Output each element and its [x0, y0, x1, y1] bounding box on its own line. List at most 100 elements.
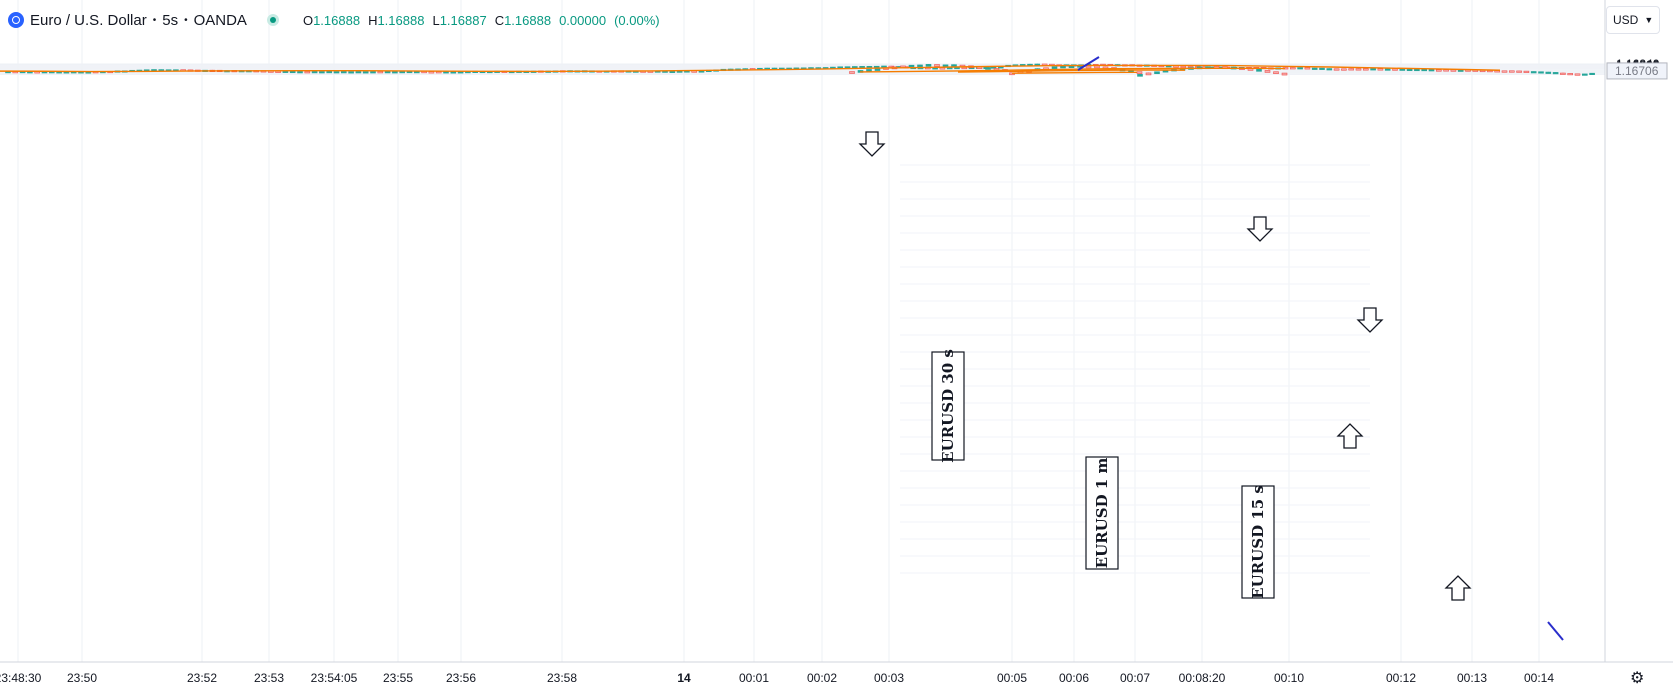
time-tick-label: 00:10 [1274, 671, 1304, 685]
time-tick-label: 23:56 [446, 671, 476, 685]
candle-body [1414, 68, 1420, 72]
candle-body [1264, 70, 1271, 73]
change-percent: (0.00%) [614, 12, 660, 28]
candle-body [1348, 68, 1354, 71]
candle-body [333, 71, 340, 74]
candle-body [1392, 68, 1398, 71]
candle-body [1589, 72, 1595, 75]
open-label: O [302, 12, 314, 28]
candle-body [1421, 69, 1427, 72]
candle-body [1297, 67, 1303, 70]
time-tick-label: 00:08:20 [1179, 671, 1226, 685]
candle-body [392, 71, 398, 74]
time-tick-label: 00:05 [997, 671, 1027, 685]
candle-body [1051, 66, 1058, 69]
moving-average-line-4 [1011, 71, 1138, 74]
time-tick-label: 00:03 [874, 671, 904, 685]
candle-body [1428, 69, 1435, 72]
candle-body [1085, 65, 1092, 69]
change-value: 0.00000 [559, 12, 607, 28]
candle-body [874, 68, 881, 71]
arrow-up-icon [1444, 575, 1472, 601]
exchange-label[interactable]: OANDA [193, 11, 247, 29]
candle-body [917, 64, 923, 68]
open-value: 1.16888 [313, 12, 361, 28]
candle-body [1377, 68, 1384, 71]
current-price-tag [1606, 62, 1668, 80]
high-label: H [368, 12, 378, 28]
candle-body [326, 71, 333, 74]
candle-body [1355, 68, 1362, 71]
time-tick-label: 00:13 [1457, 671, 1487, 685]
arrow-down-icon [1246, 216, 1274, 242]
low-value: 1.16887 [439, 12, 487, 28]
arrow-down-icon [1356, 307, 1384, 333]
chart-header: Euro / U.S. Dollar • 5s • OANDA O1.16888… [8, 9, 660, 31]
candle-body [297, 71, 303, 74]
candle-body [1060, 65, 1066, 69]
candle-body [1523, 70, 1530, 73]
time-tick-label: 00:01 [739, 671, 769, 685]
candle-body [311, 71, 318, 74]
moving-average-line-1 [0, 64, 1501, 73]
candle-body [1582, 73, 1588, 76]
candle-body [849, 71, 855, 74]
candle-body [1370, 68, 1376, 71]
candle-body [1180, 65, 1187, 68]
high-value: 1.16888 [377, 12, 425, 28]
candle-body [1290, 67, 1296, 70]
close-value: 1.16888 [504, 12, 552, 28]
gear-icon[interactable]: ⚙ [1630, 670, 1645, 687]
candle-body [355, 71, 362, 74]
candle-body [377, 71, 384, 74]
candle-body [1399, 68, 1406, 71]
candle-body [289, 70, 296, 74]
time-tick-label: 00:06 [1059, 671, 1089, 685]
trend-arrow-line [1547, 621, 1564, 641]
candle-body [1436, 69, 1442, 72]
candle-body [362, 71, 369, 74]
candle-body [1509, 70, 1515, 73]
candle-body [1384, 68, 1391, 71]
candle-body [1154, 71, 1160, 75]
candle-body [1516, 70, 1522, 73]
arrow-down-icon [858, 131, 886, 157]
candle-body [1560, 72, 1566, 75]
candle-body [925, 64, 932, 67]
market-status-icon[interactable] [266, 14, 279, 26]
candle-body [1530, 71, 1537, 74]
separator-2: • [184, 14, 188, 26]
currency-button[interactable]: USD ▼ [1606, 6, 1660, 34]
candle-body [1273, 71, 1279, 75]
interval-label[interactable]: 5s [162, 11, 179, 29]
candle-body [1363, 68, 1369, 71]
candle-body [428, 71, 435, 74]
annotation-box [1085, 456, 1119, 570]
candle-body [319, 71, 325, 74]
candle-body [1406, 68, 1413, 72]
candle-body [384, 71, 391, 74]
candle-body [304, 71, 311, 74]
symbol-name[interactable]: Euro / U.S. Dollar [30, 11, 147, 29]
time-tick-label: 23:48:30 [0, 671, 42, 685]
symbol-logo-icon [8, 12, 24, 28]
time-tick-label: 00:12 [1386, 671, 1416, 685]
annotation-box [1241, 485, 1275, 599]
candle-body [1538, 71, 1544, 74]
candle-body [1545, 71, 1552, 74]
close-label: C [494, 12, 505, 28]
time-tick-label: 00:14 [1524, 671, 1554, 685]
candle-body [908, 64, 915, 68]
time-tick-label: 23:55 [383, 671, 413, 685]
candle-body [1333, 68, 1340, 71]
candle-body [1341, 68, 1347, 71]
currency-label: USD [1613, 13, 1639, 27]
candle-body [1137, 74, 1143, 77]
time-tick-label: 23:53 [254, 671, 284, 685]
candle-body [1145, 72, 1152, 76]
chevron-down-icon: ▼ [1644, 15, 1654, 25]
candle-body [1311, 67, 1318, 70]
time-tick-label: 23:52 [187, 671, 217, 685]
candle-body [1450, 69, 1457, 72]
